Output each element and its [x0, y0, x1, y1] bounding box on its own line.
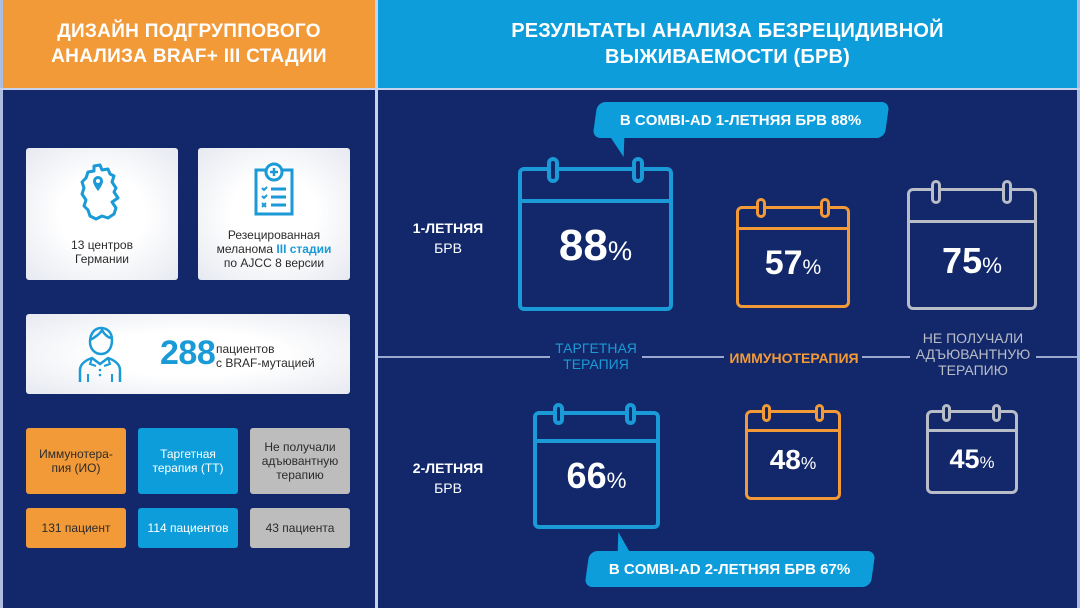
- divider-segment: [862, 356, 910, 358]
- germany-map-pin-icon: [26, 162, 178, 224]
- divider-segment: [642, 356, 724, 358]
- group-targeted-label: Таргетная терапия (ТТ): [138, 428, 238, 494]
- row-label-2yr: 2-ЛЕТНЯЯ БРВ: [412, 460, 484, 496]
- group-no-adjuvant-count: 43 пациента: [250, 508, 350, 548]
- patients-card: 288 пациентов с BRAF-мутацией: [26, 314, 350, 394]
- centers-card: 13 центров Германии: [26, 148, 178, 280]
- patients-count: 288: [160, 334, 216, 372]
- divider-segment: [1036, 356, 1077, 358]
- callout-2yr-tail: [612, 532, 630, 552]
- left-edge: [0, 0, 3, 608]
- calendar-no-adjuvant-2yr: 45%: [926, 404, 1018, 494]
- right-panel-title: РЕЗУЛЬТАТЫ АНАЛИЗА БЕЗРЕЦИДИВНОЙ ВЫЖИВАЕ…: [378, 0, 1077, 88]
- person-icon: [76, 324, 124, 389]
- category-targeted: ТАРГЕТНАЯ ТЕРАПИЯ: [555, 340, 637, 372]
- left-panel-title: ДИЗАЙН ПОДГРУППОВОГО АНАЛИЗА BRAF+ III С…: [3, 0, 375, 88]
- divider-segment: [378, 356, 550, 358]
- centers-text: 13 центров Германии: [71, 238, 133, 266]
- group-immunotherapy-label: Иммунотера-пия (ИО): [26, 428, 126, 494]
- category-immunotherapy: ИММУНОТЕРАПИЯ: [729, 350, 859, 366]
- calendar-immunotherapy-1yr: 57%: [736, 198, 850, 308]
- combi-ad-1yr-callout: В COMBI-AD 1-ЛЕТНЯЯ БРВ 88%: [592, 102, 890, 138]
- right-title-line1: РЕЗУЛЬТАТЫ АНАЛИЗА БЕЗРЕЦИДИВНОЙ: [511, 20, 944, 42]
- right-title-line2: ВЫЖИВАЕМОСТИ (БРВ): [604, 46, 851, 68]
- combi-ad-2yr-callout: В COMBI-AD 2-ЛЕТНЯЯ БРВ 67%: [584, 551, 876, 587]
- callout-1yr-tail: [610, 137, 632, 157]
- panel-divider: [375, 0, 378, 608]
- left-title-line2: АНАЛИЗА BRAF+ III СТАДИИ: [51, 46, 327, 67]
- stage-highlight: III стадии: [276, 242, 332, 256]
- clipboard-checklist-icon: [198, 162, 350, 216]
- group-immunotherapy-count: 131 пациент: [26, 508, 126, 548]
- melanoma-text: Резецированная меланома III стадии по AJ…: [216, 228, 332, 270]
- category-no-adjuvant: НЕ ПОЛУЧАЛИ АДЪЮВАНТНУЮ ТЕРАПИЮ: [915, 330, 1031, 378]
- calendar-targeted-1yr: 88%: [518, 157, 673, 311]
- group-targeted-count: 114 пациентов: [138, 508, 238, 548]
- group-no-adjuvant-label: Не получали адъювантную терапию: [250, 428, 350, 494]
- calendar-no-adjuvant-1yr: 75%: [907, 180, 1037, 310]
- row-label-1yr: 1-ЛЕТНЯЯ БРВ: [412, 220, 484, 256]
- patients-caption: пациентов с BRAF-мутацией: [216, 342, 315, 370]
- header-divider: [0, 88, 1080, 90]
- melanoma-card: Резецированная меланома III стадии по AJ…: [198, 148, 350, 280]
- right-edge: [1077, 0, 1080, 608]
- calendar-targeted-2yr: 66%: [533, 403, 660, 529]
- left-title-line1: ДИЗАЙН ПОДГРУППОВОГО: [57, 21, 321, 42]
- calendar-immunotherapy-2yr: 48%: [745, 404, 841, 500]
